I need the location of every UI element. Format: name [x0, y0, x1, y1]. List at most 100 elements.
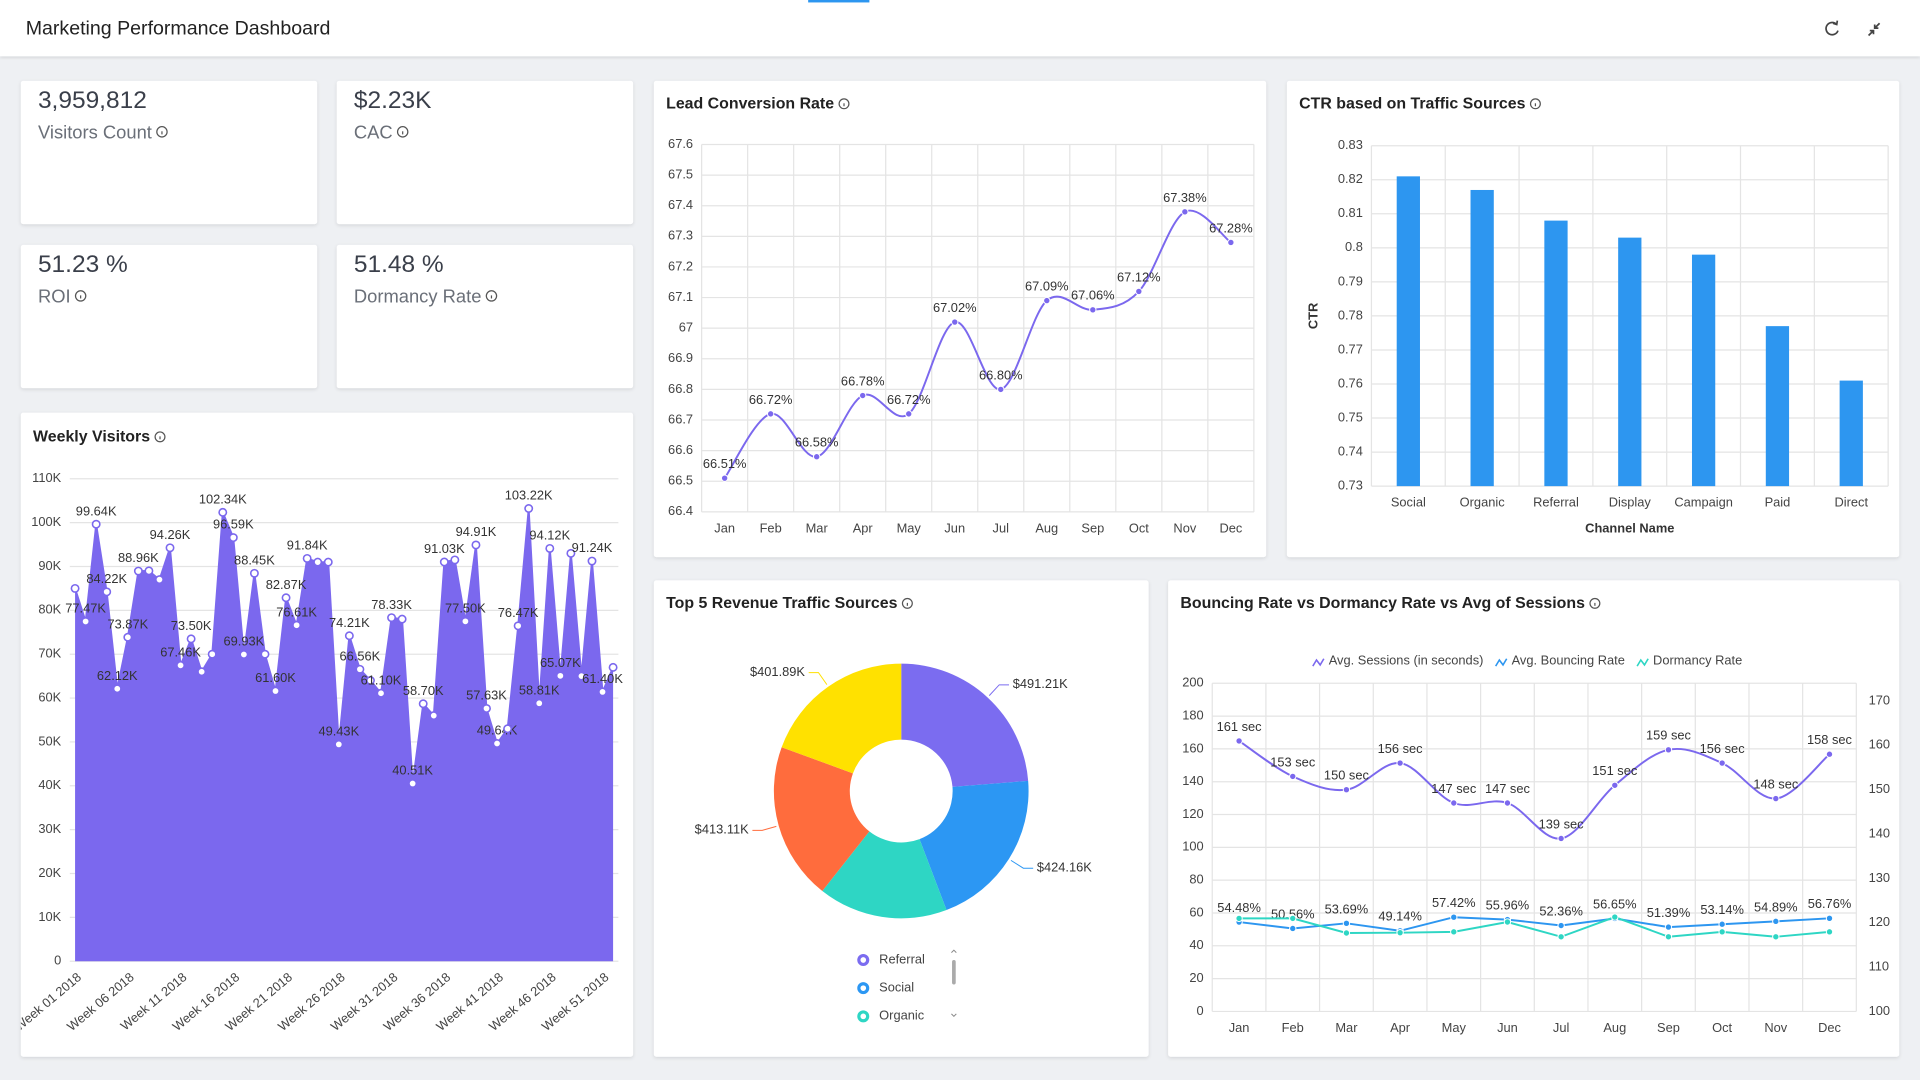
data-label: 67.02% — [933, 300, 977, 315]
x-tick-label: Nov — [1173, 520, 1196, 535]
info-circle — [485, 290, 498, 302]
y-tick-label: 90K — [38, 558, 61, 573]
data-point — [418, 699, 428, 709]
data-point — [313, 557, 323, 567]
data-point — [1181, 208, 1189, 216]
data-label: 88.96K — [118, 550, 159, 565]
info-circle — [901, 597, 913, 609]
data-point — [165, 543, 175, 553]
data-point — [1557, 921, 1565, 930]
y-tick-label: 66.6 — [668, 442, 693, 457]
data-label: 67.12% — [1117, 269, 1161, 284]
kpi-value: 3,959,812 — [38, 87, 147, 114]
legend-icon — [857, 982, 870, 995]
card — [336, 244, 634, 389]
info-icon — [154, 431, 166, 443]
y-tick-label: 0 — [1197, 1003, 1204, 1018]
data-label: 51.39% — [1647, 905, 1691, 920]
data-label: 40.51K — [392, 763, 433, 778]
data-label: 161 sec — [1217, 719, 1263, 734]
data-point — [587, 556, 597, 566]
card — [20, 80, 318, 225]
data-point — [598, 687, 608, 697]
data-point — [207, 649, 217, 659]
y-tick-label: 100 — [1182, 839, 1203, 854]
legend-icon — [857, 954, 870, 967]
data-point — [720, 474, 729, 482]
y-tick-label: 60K — [38, 689, 61, 704]
data-point — [1664, 933, 1673, 941]
y-tick-label: 0.81 — [1338, 205, 1363, 220]
data-point — [534, 698, 544, 708]
data-label: 66.80% — [979, 367, 1023, 382]
bar — [1765, 326, 1790, 487]
pie-slice — [822, 831, 947, 919]
data-point — [1557, 933, 1565, 941]
y-tick-label: 67.4 — [668, 197, 693, 212]
x-tick-label: Apr — [1390, 1020, 1411, 1035]
data-point — [355, 664, 365, 674]
data-point — [1342, 919, 1351, 928]
data-point — [450, 555, 460, 565]
y2-tick-label: 160 — [1869, 737, 1890, 752]
data-label: 65.07K — [540, 655, 581, 670]
data-label: 147 sec — [1431, 781, 1477, 796]
y-tick-label: 67.3 — [668, 228, 693, 243]
data-point — [813, 453, 821, 461]
bar — [1618, 237, 1642, 487]
y2-tick-label: 110 — [1869, 958, 1889, 973]
y-tick-label: 70K — [38, 646, 61, 661]
data-point — [513, 621, 523, 631]
y-tick-label: 67 — [679, 320, 693, 335]
data-label: 55.96% — [1486, 898, 1530, 913]
data-label: 99.64K — [76, 503, 117, 518]
data-point — [91, 519, 101, 529]
data-point — [1503, 799, 1512, 807]
x-tick-label: Feb — [1282, 1020, 1304, 1035]
data-point — [471, 540, 481, 550]
y-tick-label: 0.76 — [1338, 375, 1363, 390]
legend: Avg. Sessions (in seconds) Avg. Bouncing … — [1312, 653, 1742, 668]
y-tick-label: 0.79 — [1338, 273, 1363, 288]
info-circle — [74, 290, 87, 302]
data-point — [1342, 929, 1351, 937]
legend-label: Organic — [879, 1008, 925, 1023]
data-label: 82.87K — [266, 577, 307, 592]
data-point — [1289, 914, 1297, 923]
info-circle — [154, 431, 166, 443]
data-point — [376, 688, 386, 698]
data-label: 69.93K — [224, 634, 265, 649]
collapse-icon[interactable] — [1867, 22, 1881, 37]
x-tick-label: Aug — [1603, 1020, 1626, 1035]
x-tick-label: Jan — [714, 520, 735, 535]
data-point — [344, 631, 354, 641]
data-label: 56.65% — [1593, 896, 1637, 911]
data-label: 139 sec — [1539, 816, 1585, 831]
data-point — [1664, 923, 1673, 931]
legend-label: Referral — [879, 951, 925, 966]
data-point — [70, 583, 80, 593]
info-icon — [485, 290, 498, 302]
data-point — [766, 410, 775, 418]
data-point — [281, 593, 291, 603]
y-tick-label: 66.5 — [668, 473, 693, 488]
data-label: 67.46K — [160, 644, 201, 659]
info-icon — [1589, 597, 1601, 609]
y-tick-label: 140 — [1182, 773, 1203, 788]
data-label: 88.45K — [234, 552, 275, 567]
y2-tick-label: 150 — [1869, 781, 1890, 796]
data-label: 61.60K — [255, 670, 296, 685]
info-circle — [1589, 597, 1601, 609]
refresh-icon[interactable] — [1825, 20, 1839, 36]
chart-title: Top 5 Revenue Traffic Sources — [666, 595, 897, 612]
series-line — [1239, 916, 1830, 938]
bar — [1691, 254, 1716, 487]
x-tick-label: Dec — [1818, 1020, 1841, 1035]
data-label: 67.09% — [1025, 279, 1069, 294]
y-tick-label: 120 — [1182, 806, 1203, 821]
y-tick-label: 67.5 — [668, 166, 693, 181]
x-tick-label: Referral — [1533, 495, 1579, 510]
x-tick-label: Paid — [1765, 495, 1791, 510]
leader-line — [808, 672, 828, 685]
data-point — [859, 391, 867, 400]
